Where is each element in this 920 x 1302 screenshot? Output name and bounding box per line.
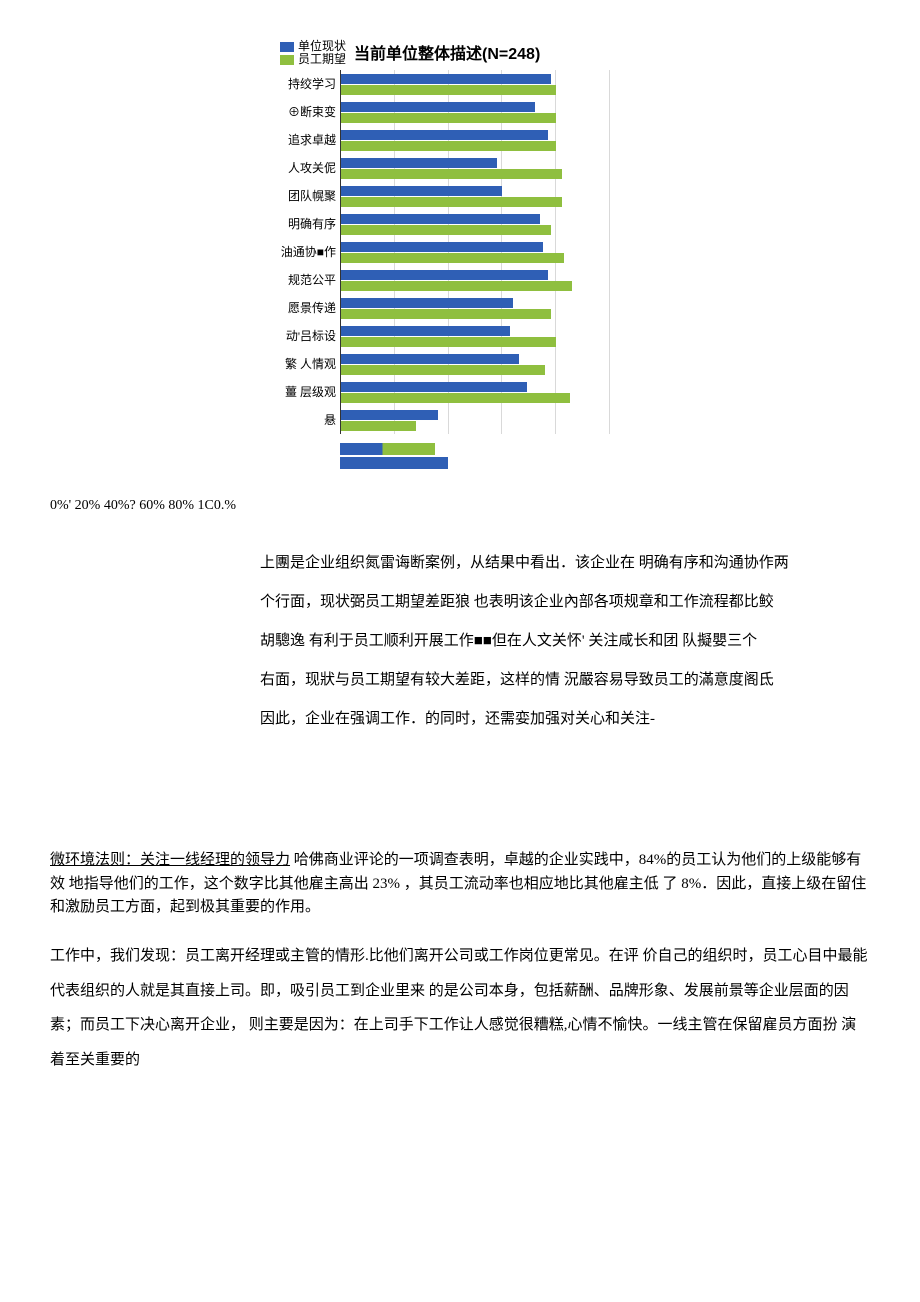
chart-xaxis-ticks: 0%' 20% 40%? 60% 80% 1C0.%	[50, 498, 870, 514]
case-analysis-block: 上團是企业组织氮雷诲断案例，从结果中看出．该企业在 明确有序和沟通协作两 个行面…	[260, 544, 870, 739]
chart-bar-pair	[341, 126, 610, 154]
chart-bar-current	[341, 270, 548, 280]
chart-extra-row	[260, 434, 870, 478]
p1-label: 微环境法则：关注一线经理的领导力	[50, 852, 290, 868]
chart-category-label: 人攻关伲	[260, 154, 340, 182]
chart-bar-current	[341, 298, 513, 308]
chart-bar-current	[341, 326, 510, 336]
case-line: 因此，企业在强调工作．的同时，还需娈加强对关心和关注-	[260, 700, 870, 739]
chart-category-label: 悬	[260, 406, 340, 434]
legend-label: 员工期望	[298, 53, 346, 66]
chart-bar-pair	[341, 98, 610, 126]
chart-bar-expect	[341, 365, 545, 375]
chart-category-label: 动'吕标设	[260, 322, 340, 350]
chart-legend: 单位现状 员工期望	[280, 40, 346, 66]
chart-category-label: 繁 人情观	[260, 350, 340, 378]
chart-bar-current	[341, 74, 551, 84]
legend-swatch-green	[280, 55, 294, 65]
chart-category-label: 愿景传递	[260, 294, 340, 322]
chart-bar-pair	[341, 210, 610, 238]
chart-bar-current	[341, 354, 519, 364]
chart-title: 当前单位整体描述(N=248)	[354, 40, 540, 64]
chart-bar-current	[341, 102, 535, 112]
case-line: 右面，现狀与员工期望有较大差距，这样的情 況嚴容易导致员工的滿意度阁氐	[260, 661, 870, 700]
chart-body: 持绞学习⊕断束变追求卓越人攻关伲团队幌聚明确有序油通协■作规范公平愿景传递动'吕…	[260, 70, 870, 434]
chart-bar-current	[341, 242, 543, 252]
chart-bar-pair	[341, 154, 610, 182]
chart-bar-pair	[341, 322, 610, 350]
chart-bar-pair	[341, 350, 610, 378]
chart-category-label: 明确有序	[260, 210, 340, 238]
chart-bar-expect	[341, 197, 562, 207]
chart-bar-pair	[341, 294, 610, 322]
chart-bar-expect	[341, 113, 556, 123]
chart-bar-pair	[341, 406, 610, 434]
chart-category-label: ⊕断束变	[260, 98, 340, 126]
chart-bar-expect	[341, 225, 551, 235]
chart-bar-current	[341, 158, 497, 168]
case-line: 上團是企业组织氮雷诲断案例，从结果中看出．该企业在 明确有序和沟通协作两	[260, 544, 870, 583]
chart-bar-expect	[341, 393, 570, 403]
chart-plot-area	[340, 70, 610, 434]
chart-bar-expect	[341, 337, 556, 347]
chart-bar-expect	[341, 85, 556, 95]
chart-bar-pair	[341, 266, 610, 294]
chart-bar-pair	[341, 238, 610, 266]
body-text-block: 微环境法则：关注一线经理的领导力 哈佛商业评论的一项调查表明，卓越的企业实践中，…	[50, 849, 870, 1077]
chart-category-label: 追求卓越	[260, 126, 340, 154]
chart-category-label: 持绞学习	[260, 70, 340, 98]
chart-category-label: 薑 层级观	[260, 378, 340, 406]
chart-bar-current	[341, 214, 540, 224]
chart-extra-bar	[340, 457, 448, 469]
chart-bar-expect	[341, 141, 556, 151]
chart-bar-expect	[341, 169, 562, 179]
chart-bar-current	[341, 382, 527, 392]
chart-ylabels: 持绞学习⊕断束变追求卓越人攻关伲团队幌聚明确有序油通协■作规范公平愿景传递动'吕…	[260, 70, 340, 434]
chart-extra-bar	[340, 443, 435, 455]
chart-bar-expect	[341, 281, 572, 291]
chart-bar-expect	[341, 253, 564, 263]
chart-bar-current	[341, 410, 438, 420]
body-paragraph-2: 工作中，我们发现：员工离开经理或主管的情形.比他们离开公司或工作岗位更常见。在评…	[50, 939, 870, 1077]
chart-bar-current	[341, 130, 548, 140]
legend-swatch-blue	[280, 42, 294, 52]
chart-bar-current	[341, 186, 502, 196]
chart-category-label: 油通协■作	[260, 238, 340, 266]
chart-category-label: 规范公平	[260, 266, 340, 294]
chart-bar-expect	[341, 421, 416, 431]
case-line: 个行面，现状弼员工期望差距狼 也表明该企业內部各项规章和工作流程都比鲛	[260, 583, 870, 622]
body-paragraph-1: 微环境法则：关注一线经理的领导力 哈佛商业评论的一项调查表明，卓越的企业实践中，…	[50, 849, 870, 919]
chart-bar-pair	[341, 70, 610, 98]
chart-bar-pair	[341, 378, 610, 406]
legend-item-expect: 员工期望	[280, 53, 346, 66]
case-line: 胡驄逸 有利于员工顺利开展工作■■但在人文关怀' 关注咸长和团 队擬嬰三个	[260, 622, 870, 661]
chart-header: 单位现状 员工期望 当前单位整体描述(N=248)	[280, 40, 870, 66]
chart-bar-pair	[341, 182, 610, 210]
chart-bar-expect	[341, 309, 551, 319]
chart-category-label: 团队幌聚	[260, 182, 340, 210]
chart-container: 单位现状 员工期望 当前单位整体描述(N=248) 持绞学习⊕断束变追求卓越人攻…	[260, 40, 870, 478]
